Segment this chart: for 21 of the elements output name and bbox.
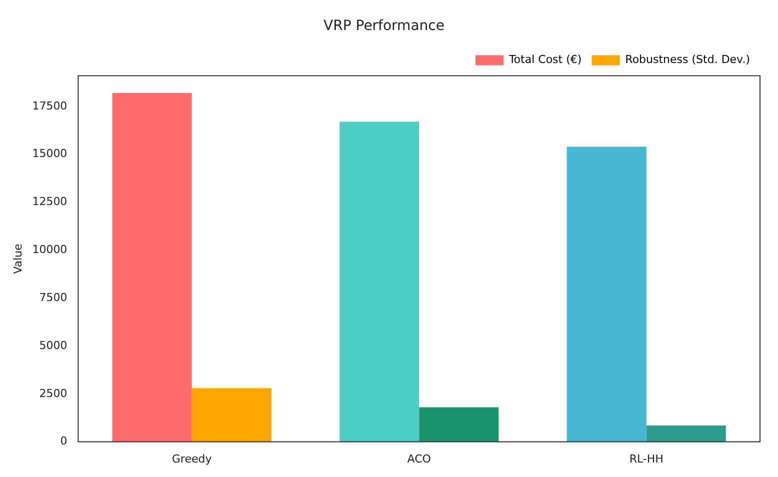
- y-tick-label: 17500: [32, 99, 68, 112]
- y-tick-label: 12500: [32, 195, 68, 208]
- bar: [340, 122, 420, 442]
- y-tick-label: 0: [60, 434, 68, 448]
- bar: [419, 407, 499, 442]
- chart-title: VRP Performance: [324, 18, 444, 34]
- x-tick-label: Greedy: [172, 452, 212, 466]
- y-tick-label: 5000: [39, 338, 68, 352]
- bar: [566, 146, 646, 442]
- x-tick-label: RL-HH: [629, 452, 664, 466]
- bar: [192, 388, 272, 442]
- bar: [646, 426, 726, 442]
- y-tick-label: 2500: [39, 386, 68, 400]
- y-tick-label: 15000: [32, 147, 68, 160]
- bar: [112, 93, 192, 442]
- y-tick-label: 7500: [39, 290, 68, 304]
- x-tick-label: ACO: [407, 452, 432, 466]
- legend-label: Total Cost (€): [508, 53, 582, 66]
- legend-label: Robustness (Std. Dev.): [625, 53, 750, 66]
- y-axis-title: Value: [11, 243, 24, 274]
- y-tick-label: 10000: [32, 243, 68, 256]
